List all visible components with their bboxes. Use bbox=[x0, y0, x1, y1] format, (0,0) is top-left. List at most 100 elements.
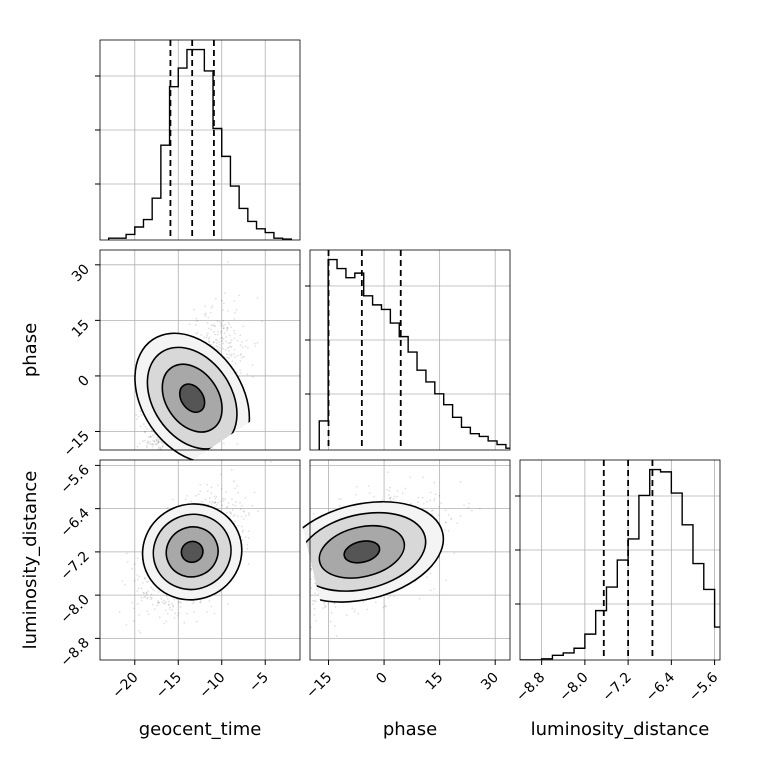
sample-point bbox=[228, 353, 231, 356]
sample-point bbox=[216, 320, 219, 323]
sample-point bbox=[173, 616, 176, 619]
sample-point bbox=[306, 554, 308, 556]
sample-point bbox=[217, 501, 220, 504]
sample-point bbox=[136, 557, 139, 560]
sample-point bbox=[239, 344, 242, 347]
sample-point bbox=[179, 466, 181, 468]
sample-point bbox=[392, 497, 395, 500]
sample-point bbox=[230, 354, 233, 357]
sample-point bbox=[256, 341, 259, 344]
sample-point bbox=[244, 539, 246, 541]
sample-point bbox=[232, 480, 235, 483]
sample-point bbox=[236, 442, 239, 445]
sample-point bbox=[211, 500, 214, 503]
sample-point bbox=[172, 605, 175, 608]
sample-point bbox=[139, 425, 142, 428]
sample-point bbox=[145, 580, 148, 583]
sample-point bbox=[310, 626, 312, 629]
panel-frame bbox=[99, 249, 301, 451]
sample-point bbox=[222, 319, 225, 322]
sample-point bbox=[157, 600, 160, 603]
sample-point bbox=[186, 612, 189, 615]
sample-point bbox=[270, 544, 272, 546]
sample-point bbox=[226, 506, 229, 508]
sample-point bbox=[226, 356, 229, 359]
sample-point bbox=[210, 503, 213, 505]
sample-point bbox=[155, 442, 158, 445]
sample-point bbox=[233, 300, 236, 302]
sample-point bbox=[138, 575, 141, 578]
sample-point bbox=[171, 492, 173, 494]
sample-point bbox=[290, 599, 292, 601]
sample-point bbox=[222, 302, 225, 305]
sample-point bbox=[225, 336, 228, 339]
sample-point bbox=[146, 442, 149, 444]
sample-point bbox=[453, 552, 456, 555]
sample-point bbox=[148, 481, 150, 483]
sample-point bbox=[157, 498, 159, 500]
sample-point bbox=[256, 297, 259, 300]
sample-point bbox=[169, 451, 171, 453]
sample-point bbox=[368, 492, 371, 495]
sample-point bbox=[422, 502, 425, 505]
sample-point bbox=[137, 415, 140, 418]
sample-point bbox=[208, 462, 210, 464]
sample-point bbox=[150, 593, 153, 596]
sample-point bbox=[164, 602, 166, 605]
sample-point bbox=[212, 341, 215, 343]
sample-point bbox=[176, 485, 178, 487]
sample-point bbox=[139, 410, 141, 413]
sample-point bbox=[323, 602, 325, 604]
panel-luminosity_distance-vs-luminosity_distance bbox=[515, 459, 721, 661]
panel-geocent_time-vs-geocent_time bbox=[95, 39, 301, 241]
sample-point bbox=[179, 601, 181, 603]
histogram-geocent_time bbox=[107, 48, 293, 240]
sample-point bbox=[310, 564, 312, 567]
sample-point bbox=[338, 497, 341, 500]
sample-point bbox=[239, 354, 242, 357]
sample-point bbox=[171, 466, 173, 468]
sample-point bbox=[214, 501, 217, 503]
sample-point bbox=[296, 610, 298, 612]
panel-frame bbox=[519, 459, 721, 661]
sample-point bbox=[142, 454, 144, 456]
sample-point bbox=[206, 334, 208, 337]
sample-point bbox=[149, 596, 152, 599]
sample-point bbox=[242, 325, 245, 328]
sample-point bbox=[223, 292, 226, 295]
sample-point bbox=[159, 452, 161, 454]
sample-point bbox=[163, 599, 165, 602]
sample-point bbox=[221, 336, 224, 339]
sample-point bbox=[233, 513, 236, 516]
sample-point bbox=[221, 340, 224, 342]
sample-point bbox=[160, 598, 163, 600]
sample-point bbox=[213, 495, 216, 498]
sample-point bbox=[140, 596, 143, 599]
sample-point bbox=[228, 349, 230, 352]
sample-point bbox=[240, 372, 242, 374]
sample-point bbox=[169, 466, 171, 468]
sample-point bbox=[172, 452, 174, 454]
sample-point bbox=[288, 543, 290, 545]
sample-point bbox=[124, 584, 127, 586]
sample-point bbox=[396, 489, 399, 492]
sample-point bbox=[146, 451, 148, 453]
sample-point bbox=[393, 495, 396, 498]
sample-point bbox=[161, 469, 163, 471]
sample-point bbox=[180, 472, 182, 474]
sample-point bbox=[138, 451, 140, 453]
sample-point bbox=[246, 373, 249, 376]
sample-point bbox=[440, 502, 443, 505]
sample-point bbox=[304, 606, 306, 608]
sample-point bbox=[229, 345, 232, 348]
sample-point bbox=[285, 554, 287, 556]
sample-point bbox=[147, 436, 150, 438]
sample-point bbox=[147, 590, 150, 593]
sample-point bbox=[194, 494, 197, 497]
sample-point bbox=[389, 496, 392, 499]
sample-point bbox=[183, 621, 186, 624]
sample-point bbox=[133, 563, 136, 566]
sample-point bbox=[306, 603, 308, 605]
sample-point bbox=[226, 326, 229, 329]
sample-point bbox=[125, 623, 128, 626]
